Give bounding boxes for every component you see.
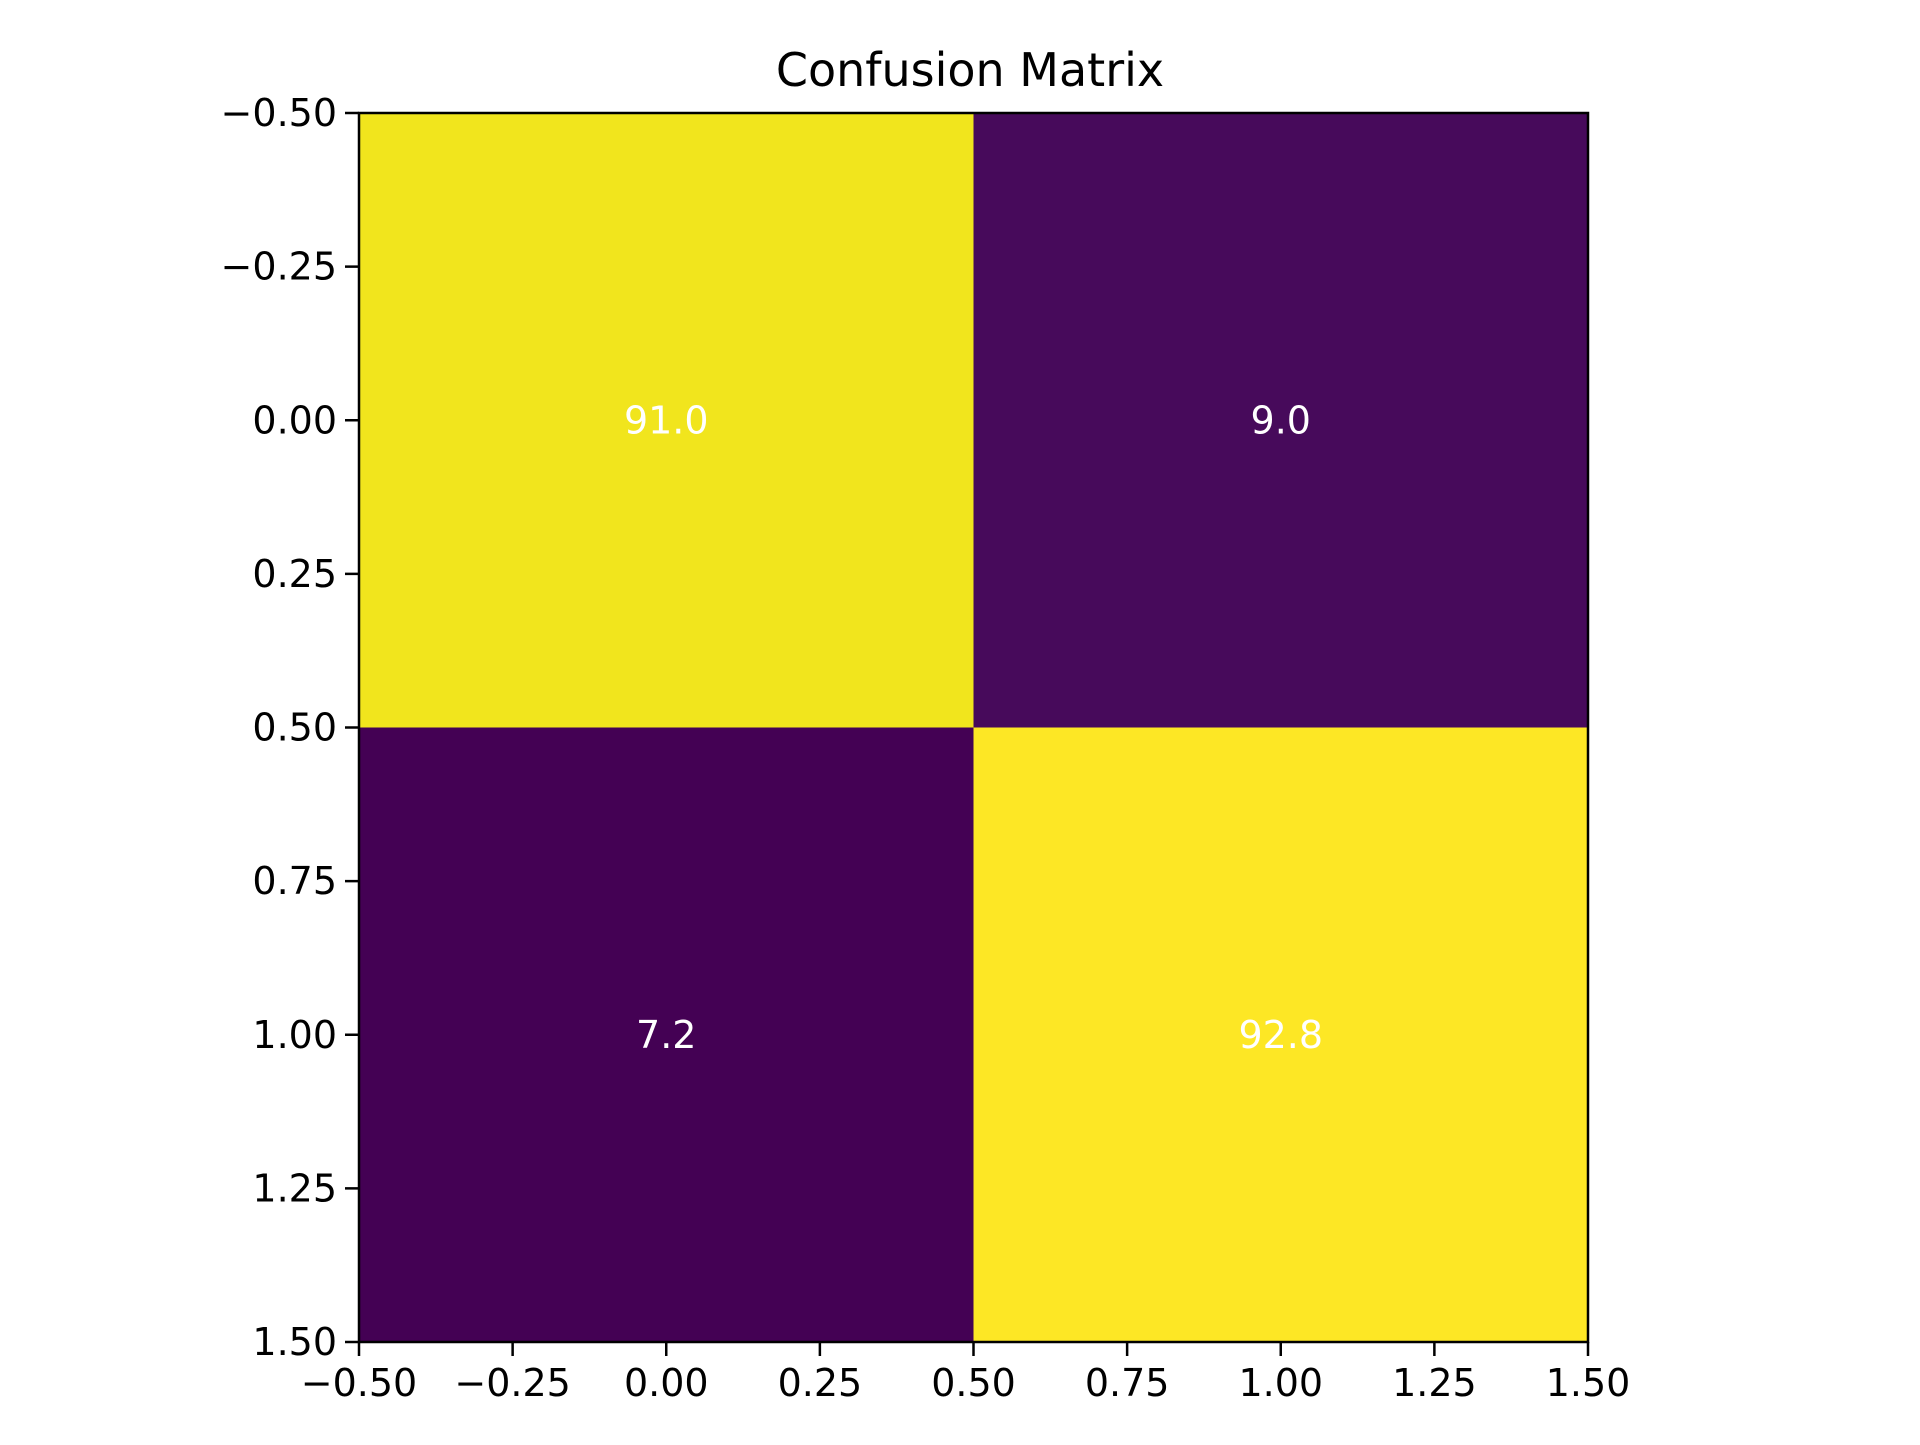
y-tick-label: 0.50 [252,706,337,750]
heatmap-cell-r1-c1 [973,727,1588,1342]
heatmap-cell-labels: 91.0 9.0 7.2 92.8 [624,398,1323,1057]
x-tick-label: 0.75 [1085,1361,1170,1405]
y-tick-label: −0.50 [221,91,337,135]
heatmap-cells [359,113,1588,1342]
x-tick-label: −0.50 [301,1361,417,1405]
x-tick-label: 1.00 [1238,1361,1323,1405]
y-axis: −0.50 −0.25 0.00 0.25 0.50 0.75 1.00 1.25 1.50 [221,91,359,1364]
y-tick-label: 1.50 [252,1320,337,1364]
heatmap-cell-r0-c0 [359,113,974,728]
cell-value-label: 9.0 [1251,398,1311,442]
x-tick-label: −0.25 [454,1361,570,1405]
x-axis: −0.50 −0.25 0.00 0.25 0.50 0.75 1.00 1.25 1.50 [301,1342,1631,1405]
y-tick-label: 0.75 [252,859,337,903]
heatmap-cell-r0-c1 [973,113,1588,728]
y-tick-label: 1.00 [252,1013,337,1057]
y-tick-label: 0.00 [252,398,337,442]
x-tick-label: 0.50 [931,1361,1016,1405]
cell-value-label: 7.2 [636,1013,696,1057]
heatmap-cell-r1-c0 [359,727,974,1342]
x-tick-label: 1.50 [1546,1361,1631,1405]
x-tick-label: 0.25 [778,1361,863,1405]
y-tick-label: 0.25 [252,552,337,596]
x-tick-label: 0.00 [624,1361,709,1405]
cell-value-label: 91.0 [624,398,709,442]
cell-value-label: 92.8 [1238,1013,1323,1057]
y-tick-label: −0.25 [221,245,337,289]
y-tick-label: 1.25 [252,1166,337,1210]
chart-title: Confusion Matrix [776,43,1164,97]
x-tick-label: 1.25 [1392,1361,1477,1405]
